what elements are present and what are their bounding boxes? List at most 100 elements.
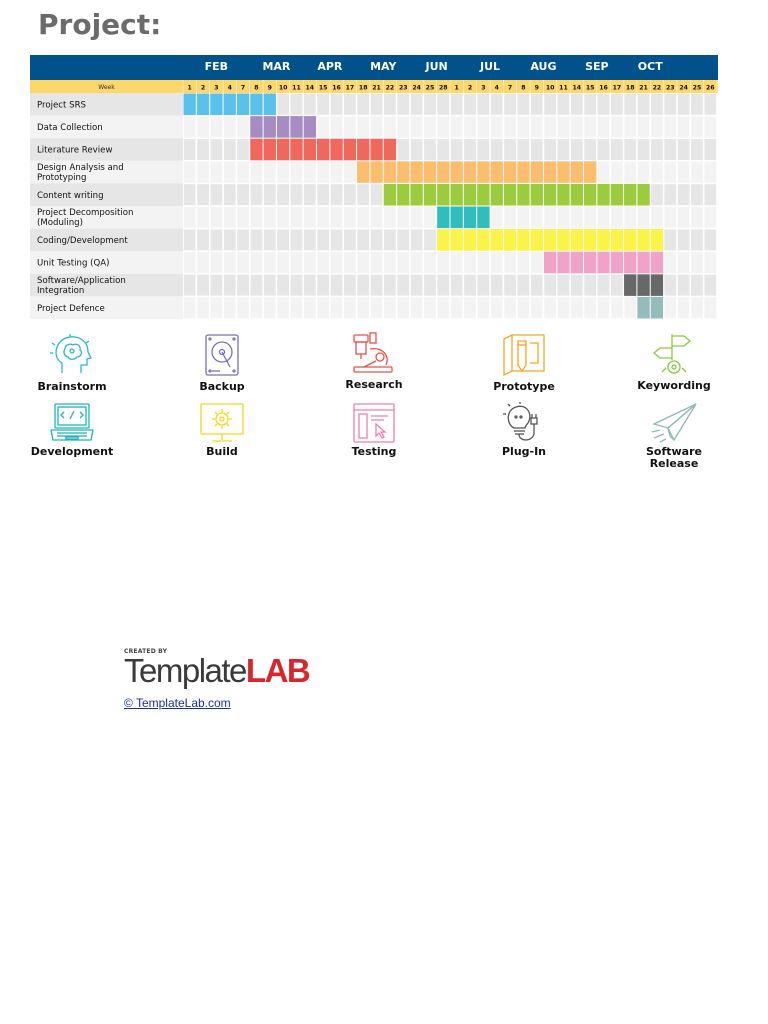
grid-cell bbox=[196, 115, 210, 138]
grid-cell bbox=[370, 115, 384, 138]
grid-cell bbox=[183, 115, 197, 138]
grid-cell bbox=[677, 183, 691, 206]
grid-cell bbox=[356, 274, 370, 297]
grid-cell bbox=[690, 228, 704, 252]
grid-cell bbox=[650, 161, 664, 184]
task-bar-cell bbox=[263, 93, 276, 116]
task-name: Coding/Development bbox=[37, 236, 128, 246]
grid-cell bbox=[289, 251, 303, 274]
build-icon bbox=[200, 403, 244, 442]
task-name: Project Decomposition (Moduling) bbox=[37, 208, 133, 228]
task-bar-cell bbox=[477, 183, 490, 206]
week-number: 18 bbox=[359, 85, 368, 92]
week-header-label: Week bbox=[98, 84, 115, 91]
grid-cell bbox=[677, 206, 691, 229]
templatelab-link[interactable]: © TemplateLab.com bbox=[124, 696, 231, 710]
grid-cell bbox=[196, 138, 210, 161]
icon-tile-research: Research bbox=[314, 331, 434, 391]
task-bar-cell bbox=[463, 206, 477, 229]
grid-cell bbox=[637, 161, 651, 184]
grid-cell bbox=[356, 251, 370, 274]
grid-cell bbox=[516, 138, 530, 161]
grid-cell bbox=[690, 296, 704, 319]
task-bar-cell bbox=[650, 274, 664, 296]
month-label: JUN bbox=[425, 60, 448, 73]
task-name: Project Defence bbox=[37, 304, 105, 314]
icon-label: Brainstorm bbox=[37, 380, 107, 393]
task-bar-cell bbox=[423, 183, 437, 206]
grid-cell bbox=[330, 296, 344, 319]
task-bar-cell bbox=[610, 251, 624, 274]
grid-cell bbox=[223, 161, 237, 184]
grid-cell bbox=[516, 274, 530, 297]
grid-cell bbox=[490, 115, 504, 138]
week-number: 21 bbox=[639, 85, 648, 92]
grid-cell bbox=[650, 115, 664, 138]
grid-cell bbox=[583, 296, 597, 319]
grid-cell bbox=[637, 206, 651, 229]
grid-cell bbox=[703, 228, 717, 252]
grid-cell bbox=[223, 296, 237, 319]
grid-cell bbox=[276, 228, 290, 252]
task-bar-cell bbox=[250, 116, 263, 138]
week-number: 23 bbox=[666, 85, 675, 92]
week-number: 9 bbox=[535, 85, 539, 92]
grid-cell bbox=[356, 296, 370, 319]
grid-cell bbox=[583, 274, 597, 297]
grid-cell bbox=[343, 161, 357, 184]
task-bar-cell bbox=[517, 161, 530, 183]
task-bar-cell bbox=[357, 161, 370, 183]
grid-cell bbox=[276, 93, 290, 116]
grid-cell bbox=[316, 251, 330, 274]
grid-cell bbox=[343, 115, 357, 138]
task-bar-cell bbox=[477, 206, 490, 229]
grid-cell bbox=[530, 115, 544, 138]
grid-cell bbox=[223, 138, 237, 161]
grid-cell bbox=[330, 228, 344, 252]
grid-cell bbox=[370, 183, 384, 206]
grid-cell bbox=[183, 183, 197, 206]
icon-label: Prototype bbox=[493, 380, 555, 393]
task-bar-cell bbox=[250, 138, 263, 161]
grid-cell bbox=[516, 251, 530, 274]
task-bar-cell bbox=[584, 161, 597, 183]
grid-cell bbox=[396, 251, 410, 274]
task-row: Literature Review bbox=[30, 138, 717, 161]
grid-cell bbox=[663, 274, 677, 297]
grid-cell bbox=[423, 274, 437, 297]
month-label: MAR bbox=[262, 60, 290, 73]
task-bar-cell bbox=[410, 161, 423, 183]
grid-cell bbox=[289, 228, 303, 252]
grid-cell bbox=[303, 93, 317, 116]
grid-cell bbox=[276, 296, 290, 319]
grid-cell bbox=[223, 183, 237, 206]
grid-cell bbox=[209, 161, 223, 184]
grid-cell bbox=[530, 296, 544, 319]
task-bar-cell bbox=[397, 183, 410, 206]
week-number: 23 bbox=[399, 85, 408, 92]
grid-cell bbox=[249, 206, 263, 229]
week-number: 3 bbox=[481, 85, 485, 92]
grid-cell bbox=[276, 274, 290, 297]
grid-cell bbox=[677, 274, 691, 297]
grid-cell bbox=[677, 296, 691, 319]
task-name-cell bbox=[30, 273, 183, 297]
grid-cell bbox=[623, 296, 637, 319]
task-bar-cell bbox=[543, 183, 557, 206]
task-name-cell bbox=[30, 115, 183, 139]
grid-cell bbox=[249, 228, 263, 252]
grid-cell bbox=[583, 206, 597, 229]
task-bar-cell bbox=[490, 229, 503, 251]
task-bar-cell bbox=[383, 161, 397, 183]
grid-cell bbox=[249, 251, 263, 274]
week-number: 25 bbox=[693, 85, 702, 92]
task-bar-cell bbox=[276, 138, 290, 161]
week-number: 16 bbox=[599, 85, 608, 92]
grid-cell bbox=[196, 206, 210, 229]
grid-cell bbox=[223, 115, 237, 138]
week-row-band bbox=[30, 80, 718, 93]
task-bar-cell bbox=[624, 229, 637, 251]
grid-cell bbox=[610, 206, 624, 229]
grid-cell bbox=[597, 274, 610, 297]
